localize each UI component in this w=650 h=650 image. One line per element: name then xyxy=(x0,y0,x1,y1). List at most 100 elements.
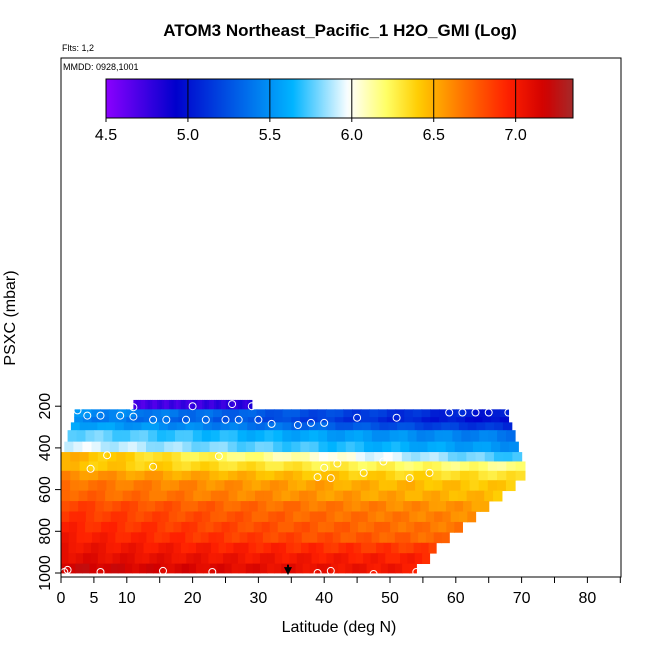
heatmap-layer xyxy=(64,441,519,453)
heatmap-cell xyxy=(263,452,274,462)
heatmap-cell xyxy=(342,480,353,492)
heatmap-cell xyxy=(164,441,174,453)
observation-points xyxy=(61,400,513,577)
heatmap-cell xyxy=(202,399,206,410)
heatmap-cell xyxy=(442,480,453,492)
heatmap-cell xyxy=(208,452,219,462)
observation-point xyxy=(379,457,388,466)
heatmap-cell xyxy=(232,399,236,410)
heatmap-cell xyxy=(256,422,266,431)
heatmap-cell xyxy=(181,542,190,554)
heatmap-cell xyxy=(348,553,357,565)
heatmap-cell xyxy=(176,422,187,431)
heatmap-cell xyxy=(306,480,316,492)
heatmap-cell xyxy=(361,422,372,431)
heatmap-cell xyxy=(443,430,453,443)
heatmap-cell xyxy=(186,553,195,565)
heatmap-cell xyxy=(127,553,136,565)
heatmap-cell xyxy=(427,441,438,453)
y-tick-label: 200 xyxy=(37,393,54,420)
observation-point xyxy=(201,415,210,424)
heatmap-cell xyxy=(246,461,257,472)
heatmap-cell xyxy=(378,409,388,418)
heatmap-cell xyxy=(255,430,266,443)
heatmap-cell xyxy=(61,542,70,554)
heatmap-cell xyxy=(82,563,91,574)
heatmap-cell xyxy=(324,480,335,492)
heatmap-cell xyxy=(164,553,173,565)
heatmap-cell xyxy=(88,461,99,472)
heatmap-cell xyxy=(154,399,158,410)
heatmap-cell xyxy=(192,399,196,410)
heatmap-cell xyxy=(237,490,247,502)
heatmap-cell xyxy=(169,417,179,423)
heatmap-cell xyxy=(94,511,104,523)
heatmap-cell xyxy=(185,511,195,523)
heatmap-cell xyxy=(143,417,153,423)
heatmap-cell xyxy=(376,461,387,472)
heatmap-cell xyxy=(123,532,132,544)
heatmap-cell xyxy=(343,417,353,423)
heatmap-cell xyxy=(107,461,118,472)
heatmap-cell xyxy=(309,430,319,443)
heatmap-cell xyxy=(282,452,292,462)
heatmap-cell xyxy=(466,452,477,462)
heatmap-cell xyxy=(366,521,375,533)
heatmap-cell xyxy=(152,409,162,418)
heatmap-cell xyxy=(413,470,424,481)
heatmap-layer xyxy=(61,480,516,492)
heatmap-cell xyxy=(245,553,254,565)
heatmap-cell xyxy=(197,501,208,512)
heatmap-cell xyxy=(226,452,237,462)
heatmap-cell xyxy=(368,542,377,554)
heatmap-cell xyxy=(215,480,226,492)
heatmap-cell xyxy=(119,511,128,523)
heatmap-cell xyxy=(139,430,149,443)
heatmap-cell xyxy=(82,441,93,453)
observation-point xyxy=(392,413,401,422)
heatmap-cell xyxy=(79,470,90,481)
heatmap-cell xyxy=(469,461,480,472)
heatmap-cell xyxy=(441,532,450,544)
heatmap-cell xyxy=(177,511,186,523)
heatmap-cell xyxy=(351,511,361,523)
heatmap-cell xyxy=(318,511,327,523)
heatmap-cell xyxy=(353,422,363,431)
heatmap-cell xyxy=(153,470,164,481)
heatmap-cell xyxy=(465,409,475,418)
heatmap-cell xyxy=(105,490,115,502)
heatmap-cell xyxy=(61,532,70,544)
heatmap-cell xyxy=(500,441,510,453)
heatmap-cell xyxy=(487,470,498,481)
heatmap-cell xyxy=(488,430,498,443)
heatmap-cell xyxy=(261,521,271,533)
x-tick-label: 80 xyxy=(579,590,597,607)
heatmap-cell xyxy=(274,553,283,565)
heatmap-cell xyxy=(189,521,199,533)
heatmap-cell xyxy=(103,501,113,512)
observation-point xyxy=(149,415,158,424)
heatmap-cell xyxy=(465,417,475,423)
heatmap-cell xyxy=(169,409,179,418)
heatmap-cell xyxy=(348,470,359,481)
heatmap-cell xyxy=(333,553,342,565)
heatmap-cell xyxy=(413,542,422,554)
heatmap-cell xyxy=(454,521,463,533)
heatmap-cell xyxy=(128,542,137,554)
heatmap-cell xyxy=(406,480,416,492)
y-tick-label: 1000 xyxy=(37,555,54,591)
heatmap-cell xyxy=(76,532,85,544)
heatmap-cell xyxy=(141,422,151,431)
heatmap-cell xyxy=(341,553,350,565)
heatmap-cell xyxy=(282,417,292,423)
heatmap-cell xyxy=(218,470,229,481)
heatmap-cell xyxy=(190,470,201,481)
heatmap-cell xyxy=(166,490,177,502)
heatmap-cell xyxy=(171,553,180,565)
heatmap-cell xyxy=(143,452,154,462)
heatmap-cell xyxy=(273,430,283,443)
heatmap-cell xyxy=(214,501,225,512)
heatmap-cell xyxy=(236,441,247,453)
heatmap-cell xyxy=(166,399,170,410)
heatmap-cell xyxy=(311,470,322,481)
